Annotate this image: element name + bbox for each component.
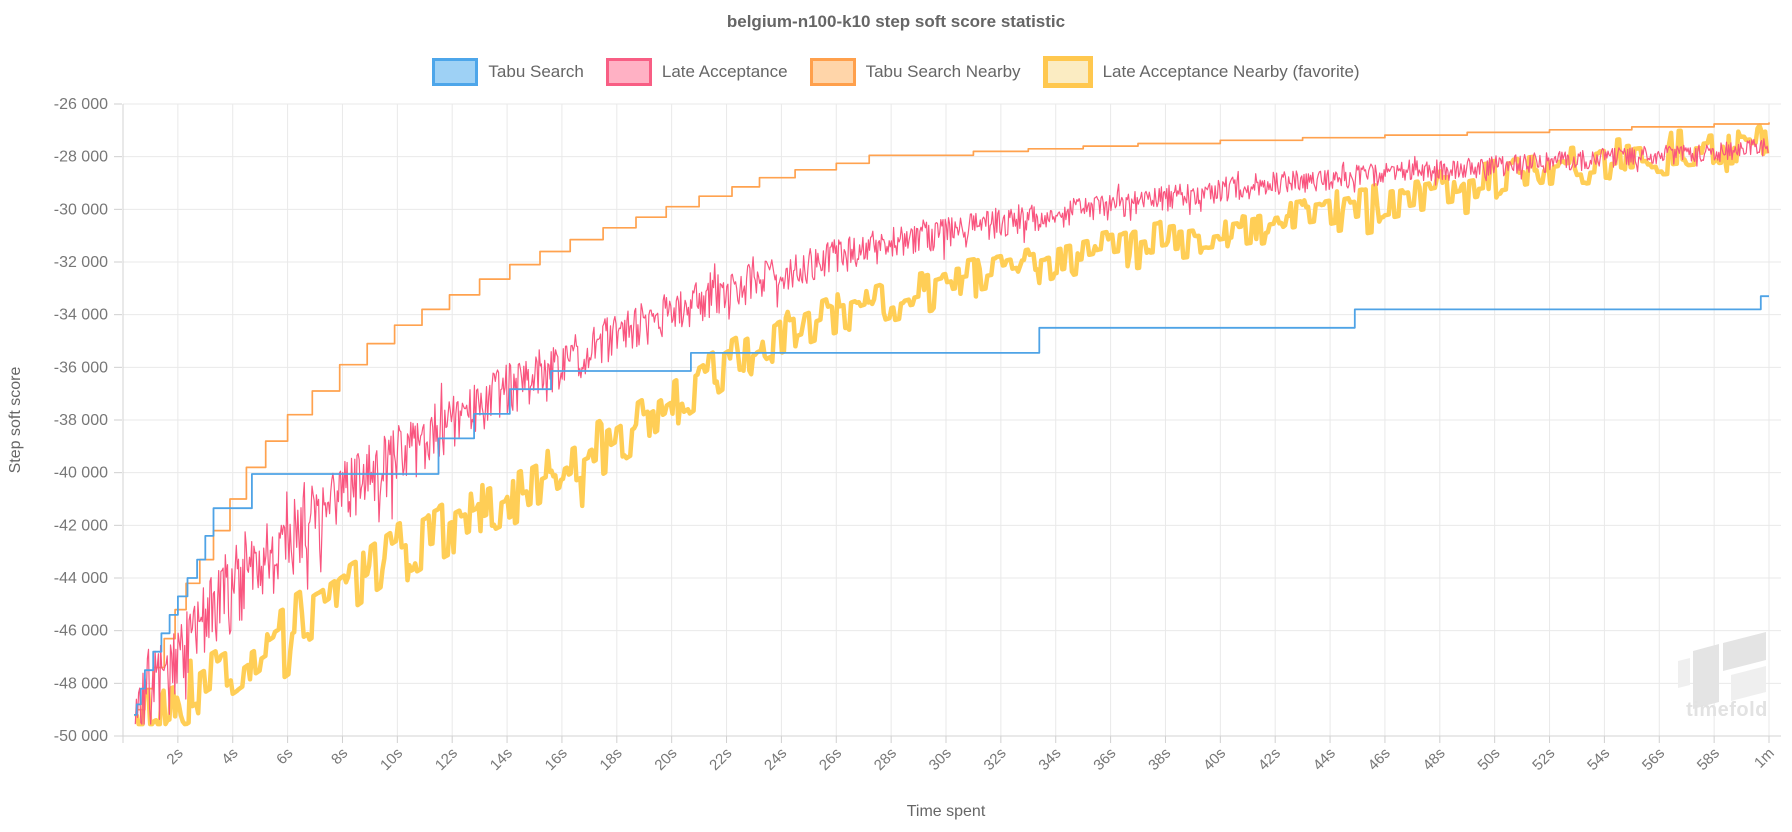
y-tick-label: -50 000 <box>54 728 108 745</box>
y-tick-label: -46 000 <box>54 623 108 640</box>
x-tick-label: 20s <box>651 745 680 774</box>
x-tick-label: 12s <box>432 745 461 774</box>
legend-item-label: Late Acceptance <box>661 62 788 81</box>
series-tabu-search-nearby <box>138 122 1770 711</box>
x-tick-label: 44s <box>1310 745 1339 774</box>
x-tick-label: 46s <box>1365 745 1394 774</box>
timefold-logo-icon <box>1678 658 1690 688</box>
y-tick-label: -38 000 <box>54 412 108 429</box>
x-tick-label: 32s <box>981 745 1010 774</box>
legend-item-late-acceptance-nearby-favorite[interactable]: Late Acceptance Nearby (favorite) <box>1042 56 1360 88</box>
x-tick-label: 36s <box>1090 745 1119 774</box>
x-tick-label: 34s <box>1035 745 1064 774</box>
legend-item-label: Tabu Search Nearby <box>865 62 1021 81</box>
y-tick-label: -28 000 <box>54 149 108 166</box>
series-late-acceptance <box>134 138 1769 725</box>
legend-item-tabu-search-nearby[interactable]: Tabu Search Nearby <box>809 58 1021 86</box>
legend: Tabu Search Late Acceptance Tabu Search Ne… <box>0 56 1792 88</box>
x-tick-label: 40s <box>1200 745 1229 774</box>
x-tick-label: 56s <box>1639 745 1668 774</box>
legend-item-label: Tabu Search <box>488 62 584 81</box>
timefold-watermark-text: timefold <box>1686 699 1768 721</box>
y-tick-label: -32 000 <box>54 254 108 271</box>
x-tick-label: 26s <box>816 745 845 774</box>
legend-swatch <box>432 58 479 86</box>
x-tick-label: 48s <box>1420 745 1449 774</box>
x-tick-label: 18s <box>597 745 626 774</box>
y-tick-label: -30 000 <box>54 201 108 218</box>
x-tick-label: 22s <box>706 745 735 774</box>
y-tick-label: -44 000 <box>54 570 108 587</box>
x-tick-label: 8s <box>328 745 351 768</box>
timefold-logo-icon <box>1731 666 1766 701</box>
x-tick-label: 14s <box>487 745 516 774</box>
y-tick-label: -26 000 <box>54 96 108 113</box>
x-tick-label: 4s <box>218 745 241 768</box>
x-tick-label: 42s <box>1255 745 1284 774</box>
x-tick-label: 52s <box>1529 745 1558 774</box>
x-tick-label: 6s <box>273 745 296 768</box>
y-tick-label: -40 000 <box>54 465 108 482</box>
x-tick-label: 16s <box>542 745 571 774</box>
timefold-logo-icon <box>1693 644 1719 709</box>
legend-item-late-acceptance[interactable]: Late Acceptance <box>605 58 788 86</box>
x-axis-title: Time spent <box>907 803 986 820</box>
y-tick-label: -36 000 <box>54 359 108 376</box>
series-late-acceptance-nearby-favorite <box>134 123 1770 727</box>
legend-swatch <box>1042 56 1093 88</box>
x-tick-label: 54s <box>1584 745 1613 774</box>
y-axis-title: Step soft score <box>7 367 24 474</box>
x-tick-label: 38s <box>1145 745 1174 774</box>
y-tick-label: -34 000 <box>54 307 108 324</box>
x-tick-label: 30s <box>926 745 955 774</box>
x-tick-label: 1m <box>1751 745 1778 772</box>
x-tick-label: 2s <box>163 745 186 768</box>
x-tick-label: 58s <box>1694 745 1723 774</box>
x-tick-label: 50s <box>1474 745 1503 774</box>
timefold-watermark: timefold <box>1678 632 1768 721</box>
x-tick-label: 28s <box>871 745 900 774</box>
x-tick-label: 10s <box>377 745 406 774</box>
legend-swatch <box>605 58 652 86</box>
chart-title: belgium-n100-k10 step soft score statist… <box>726 12 1066 31</box>
y-tick-label: -42 000 <box>54 517 108 534</box>
series-tabu-search <box>134 295 1769 716</box>
legend-swatch <box>809 58 856 86</box>
legend-item-label: Late Acceptance Nearby (favorite) <box>1102 62 1360 81</box>
timefold-logo-icon <box>1723 632 1766 671</box>
y-tick-label: -48 000 <box>54 675 108 692</box>
legend-item-tabu-search[interactable]: Tabu Search <box>432 58 584 86</box>
x-tick-label: 24s <box>761 745 790 774</box>
